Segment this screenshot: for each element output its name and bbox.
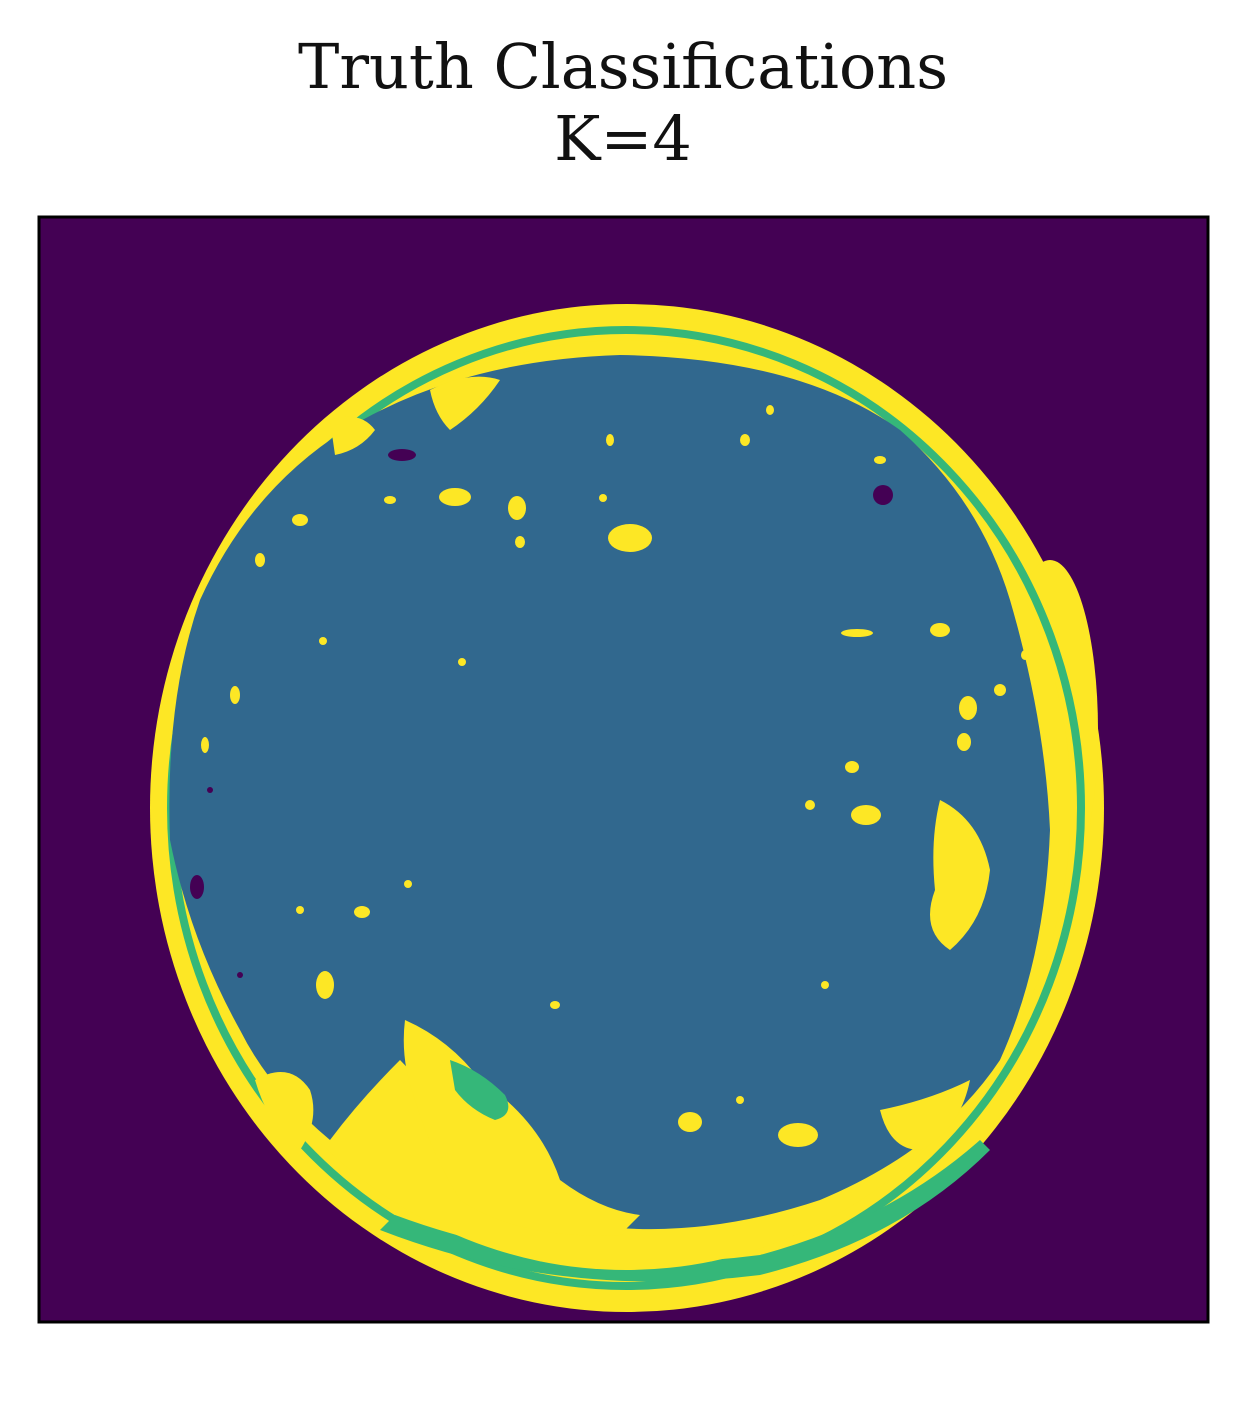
yellow-intrusion-top	[430, 376, 500, 430]
yellow-intrusion-left	[255, 1072, 314, 1150]
yellow-speckles	[201, 405, 1029, 1147]
axes-frame	[37, 215, 1210, 1324]
yellow-intrusion-right	[930, 800, 990, 950]
chart-title: Truth Classifications	[297, 30, 949, 103]
dark-speckles	[190, 449, 893, 978]
disk-group	[150, 304, 1104, 1312]
teal-band-bottom	[380, 1140, 990, 1282]
teal-patch-lower-left	[450, 1060, 509, 1120]
yellow-intrusion-bottom-right	[880, 1080, 970, 1150]
interior-region	[169, 355, 1050, 1230]
yellow-intrusion-top-left	[330, 416, 375, 455]
chart-subtitle: K=4	[554, 102, 692, 175]
